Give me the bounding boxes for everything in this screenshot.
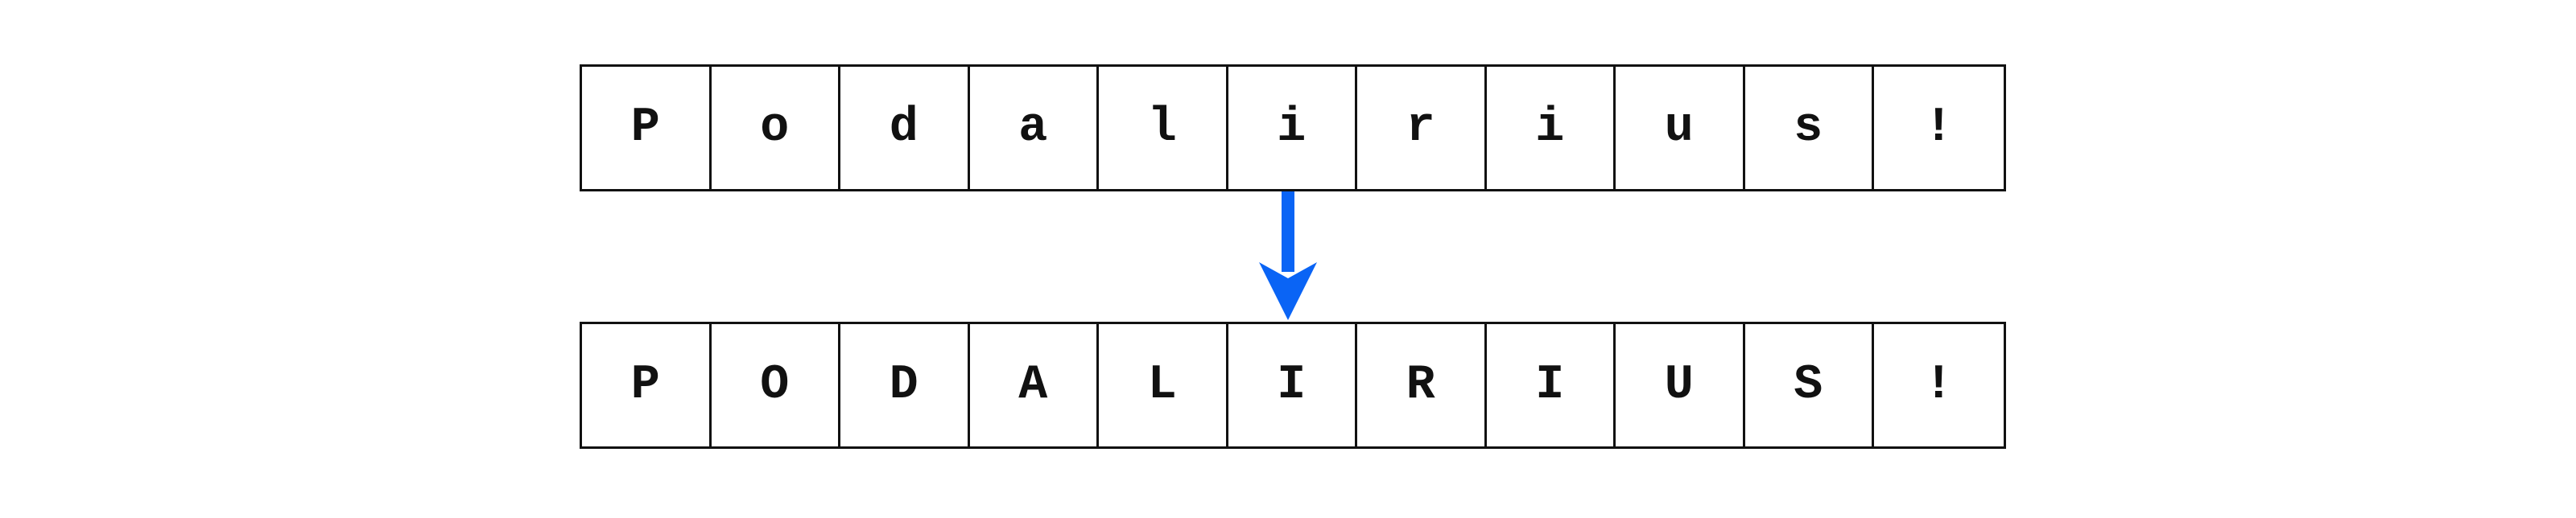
input-char-cell: s [1745,67,1874,189]
output-char-cell: P [582,324,712,446]
input-char-cell: l [1099,67,1228,189]
output-string-row: P O D A L I R I U S ! [580,322,2006,449]
output-char-cell: L [1099,324,1228,446]
input-char-cell: i [1487,67,1616,189]
input-char-cell: d [840,67,970,189]
output-char-cell: S [1745,324,1874,446]
input-string-row: P o d a l i r i u s ! [580,64,2006,191]
output-char-cell: D [840,324,970,446]
output-char-cell: R [1357,324,1487,446]
input-char-cell: u [1616,67,1745,189]
input-char-cell: o [712,67,840,189]
output-char-cell: O [712,324,840,446]
output-char-cell: I [1228,324,1357,446]
arrow-head [1259,262,1317,320]
arrow-shaft [1282,191,1294,272]
output-char-cell: I [1487,324,1616,446]
output-char-cell: ! [1924,358,1954,413]
input-char-cell: i [1228,67,1357,189]
input-char-cell: a [970,67,1099,189]
input-char-cell: ! [1924,101,1954,155]
input-char-cell: P [582,67,712,189]
output-char-cell: A [970,324,1099,446]
output-char-cell: U [1616,324,1745,446]
transform-arrow-icon [1259,191,1317,320]
input-char-cell: r [1357,67,1487,189]
